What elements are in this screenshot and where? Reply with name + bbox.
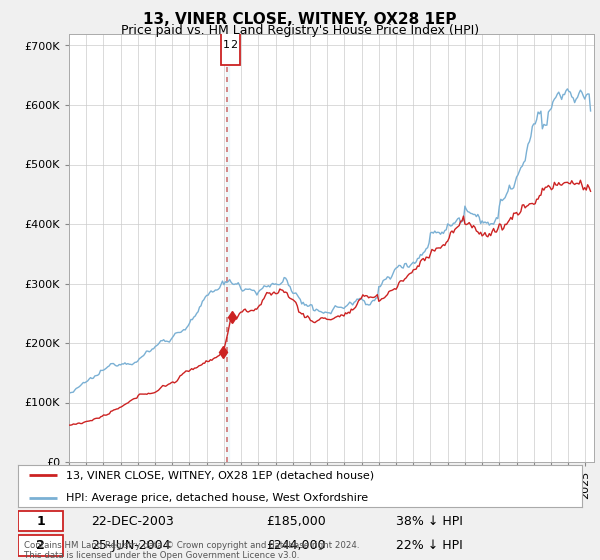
Text: 22% ↓ HPI: 22% ↓ HPI (396, 539, 463, 552)
Text: 13, VINER CLOSE, WITNEY, OX28 1EP: 13, VINER CLOSE, WITNEY, OX28 1EP (143, 12, 457, 27)
FancyBboxPatch shape (221, 26, 240, 65)
Text: £185,000: £185,000 (266, 515, 326, 528)
Text: 2: 2 (36, 539, 45, 552)
Text: 1: 1 (36, 515, 45, 528)
Text: HPI: Average price, detached house, West Oxfordshire: HPI: Average price, detached house, West… (66, 493, 368, 502)
Text: 2: 2 (230, 40, 237, 50)
Text: 38% ↓ HPI: 38% ↓ HPI (396, 515, 463, 528)
FancyBboxPatch shape (18, 535, 63, 556)
Text: 22-DEC-2003: 22-DEC-2003 (91, 515, 174, 528)
Text: Price paid vs. HM Land Registry's House Price Index (HPI): Price paid vs. HM Land Registry's House … (121, 24, 479, 37)
Text: 25-JUN-2004: 25-JUN-2004 (91, 539, 171, 552)
Bar (226, 34, 229, 462)
Text: 1: 1 (223, 40, 230, 50)
Text: Contains HM Land Registry data © Crown copyright and database right 2024.
This d: Contains HM Land Registry data © Crown c… (24, 540, 359, 560)
Text: 13, VINER CLOSE, WITNEY, OX28 1EP (detached house): 13, VINER CLOSE, WITNEY, OX28 1EP (detac… (66, 470, 374, 480)
FancyBboxPatch shape (18, 511, 63, 531)
Text: £244,000: £244,000 (266, 539, 326, 552)
